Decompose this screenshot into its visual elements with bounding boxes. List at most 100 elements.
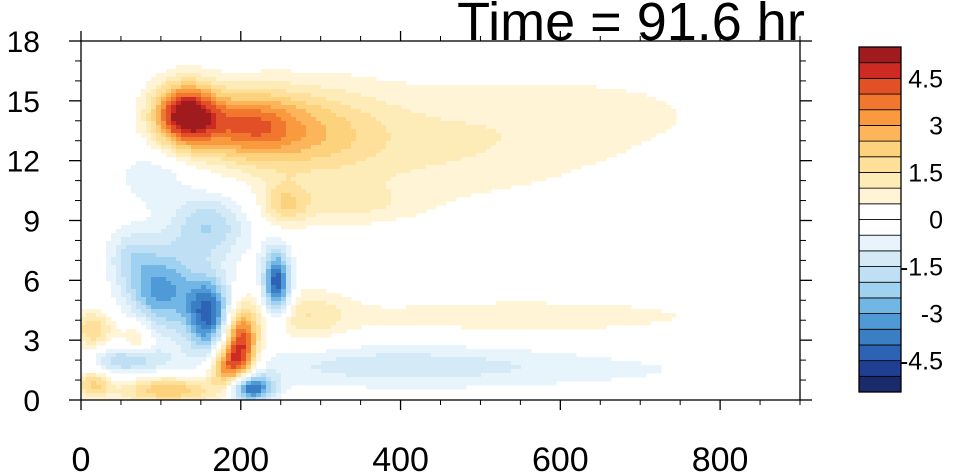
contour-cell: [576, 305, 582, 310]
contour-cell: [166, 345, 172, 350]
contour-cell: [151, 85, 157, 90]
contour-cell: [516, 165, 522, 170]
contour-cell: [451, 345, 457, 350]
contour-cell: [296, 109, 302, 114]
contour-cell: [226, 101, 232, 106]
contour-cell: [221, 281, 227, 286]
contour-cell: [236, 161, 242, 166]
contour-cell: [546, 361, 552, 366]
contour-cell: [571, 325, 577, 330]
contour-cell: [256, 281, 262, 286]
contour-cell: [111, 329, 117, 334]
contour-cell: [631, 321, 637, 326]
contour-cell: [206, 149, 212, 154]
contour-cell: [426, 361, 432, 366]
contour-cell: [81, 313, 87, 318]
contour-cell: [131, 365, 137, 370]
contour-cell: [341, 321, 347, 326]
contour-cell: [156, 113, 162, 118]
contour-cell: [126, 297, 132, 302]
contour-cell: [436, 141, 442, 146]
contour-cell: [191, 65, 197, 70]
contour-cell: [241, 85, 247, 90]
contour-cell: [151, 105, 157, 110]
contour-cell: [216, 305, 222, 310]
contour-cell: [226, 89, 232, 94]
contour-cell: [216, 145, 222, 150]
contour-cell: [436, 85, 442, 90]
contour-cell: [451, 173, 457, 178]
contour-cell: [236, 321, 242, 326]
contour-cell: [281, 201, 287, 206]
contour-cell: [346, 153, 352, 158]
contour-cell: [261, 97, 267, 102]
contour-cell: [361, 201, 367, 206]
contour-cell: [431, 177, 437, 182]
contour-cell: [141, 169, 147, 174]
contour-cell: [256, 145, 262, 150]
contour-cell: [521, 301, 527, 306]
contour-cell: [361, 149, 367, 154]
contour-cell: [151, 121, 157, 126]
contour-cell: [246, 169, 252, 174]
contour-cell: [406, 125, 412, 130]
contour-cell: [596, 305, 602, 310]
contour-cell: [216, 261, 222, 266]
contour-cell: [336, 141, 342, 146]
contour-cell: [616, 309, 622, 314]
contour-cell: [241, 313, 247, 318]
contour-cell: [576, 321, 582, 326]
contour-cell: [146, 225, 152, 230]
contour-cell: [456, 121, 462, 126]
contour-cell: [161, 213, 167, 218]
contour-cell: [596, 309, 602, 314]
contour-cell: [446, 157, 452, 162]
contour-cell: [326, 173, 332, 178]
contour-cell: [336, 197, 342, 202]
contour-cell: [241, 93, 247, 98]
contour-cell: [511, 125, 517, 130]
contour-cell: [196, 249, 202, 254]
contour-cell: [236, 241, 242, 246]
contour-cell: [481, 89, 487, 94]
contour-cell: [286, 317, 292, 322]
contour-cell: [116, 269, 122, 274]
contour-cell: [346, 105, 352, 110]
contour-cell: [496, 141, 502, 146]
contour-cell: [251, 81, 257, 86]
contour-cell: [131, 341, 137, 346]
contour-cell: [186, 337, 192, 342]
contour-cell: [156, 205, 162, 210]
contour-cell: [336, 325, 342, 330]
contour-cell: [196, 329, 202, 334]
contour-cell: [311, 173, 317, 178]
contour-cell: [251, 157, 257, 162]
contour-cell: [526, 141, 532, 146]
contour-cell: [546, 85, 552, 90]
contour-cell: [206, 325, 212, 330]
contour-cell: [446, 317, 452, 322]
contour-cell: [371, 201, 377, 206]
contour-cell: [526, 157, 532, 162]
contour-cell: [216, 73, 222, 78]
contour-cell: [276, 105, 282, 110]
contour-cell: [111, 289, 117, 294]
contour-cell: [151, 165, 157, 170]
contour-cell: [591, 161, 597, 166]
contour-cell: [361, 165, 367, 170]
contour-cell: [171, 137, 177, 142]
contour-cell: [261, 253, 267, 258]
contour-cell: [151, 217, 157, 222]
contour-cell: [161, 297, 167, 302]
contour-cell: [321, 329, 327, 334]
contour-cell: [641, 93, 647, 98]
contour-cell: [326, 145, 332, 150]
contour-cell: [101, 357, 107, 362]
contour-cell: [561, 325, 567, 330]
contour-cell: [181, 109, 187, 114]
contour-cell: [331, 141, 337, 146]
contour-cell: [426, 133, 432, 138]
contour-cell: [156, 269, 162, 274]
contour-cell: [211, 261, 217, 266]
contour-cell: [231, 353, 237, 358]
